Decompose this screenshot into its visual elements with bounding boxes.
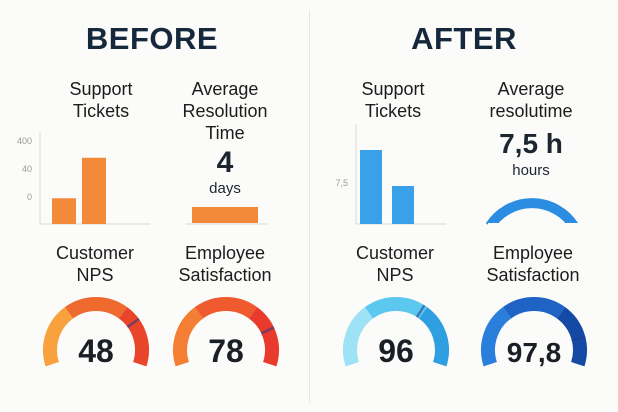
before-employee-gauge: 78	[173, 297, 279, 369]
gauge-value-label: 97,8	[507, 337, 562, 368]
before-nps-gauge: 48	[43, 297, 149, 369]
before-nps-label-line1: Customer	[55, 243, 135, 263]
after-resolution-label-line2: resolutime	[489, 101, 573, 121]
gauge-segment	[418, 307, 449, 367]
before-resolution-label-line2: Resolution	[182, 101, 268, 121]
after-resolution-label: Average resolutime	[456, 78, 606, 122]
before-resolution-bar	[186, 207, 268, 225]
bar	[52, 198, 76, 224]
y-tick-label: 7,5	[335, 178, 348, 188]
after-nps-gauge: 96	[343, 297, 449, 369]
resolution-arc	[485, 198, 579, 229]
before-tickets-label-line1: Support	[69, 79, 133, 99]
before-resolution-label: Average Resolution Time	[150, 78, 300, 144]
before-resolution-value: 4	[216, 146, 234, 179]
gauge-segment	[248, 307, 279, 367]
after-nps-label: Customer NPS	[320, 242, 470, 286]
before-tickets-label-line2: Tickets	[72, 101, 130, 121]
before-employee-label-line1: Employee	[184, 243, 266, 263]
gauge-value-label: 96	[378, 333, 414, 369]
gauge-segment	[173, 307, 204, 367]
gauge-marker	[260, 326, 275, 335]
gauge-marker	[126, 317, 140, 329]
y-tick-label: 40	[22, 164, 32, 174]
bar	[82, 157, 106, 224]
gauge-segment	[556, 307, 587, 367]
after-resolution-value: 7,5 h	[499, 128, 563, 159]
gauge-segment	[343, 307, 374, 367]
before-nps-label: Customer NPS	[20, 242, 170, 286]
center-divider	[309, 10, 310, 402]
gauge-marker	[415, 304, 426, 318]
before-resolution-label-line1: Average	[191, 79, 259, 99]
gauge-segment	[118, 307, 149, 367]
after-title: AFTER	[411, 21, 517, 56]
y-tick-label: 400	[17, 136, 32, 146]
gauge-segment	[502, 297, 566, 319]
before-employee-label: Employee Satisfaction	[150, 242, 300, 286]
before-employee-label-line2: Satisfaction	[178, 265, 272, 285]
after-tickets-bar-chart: 7,5	[335, 124, 446, 225]
after-tickets-label-line2: Tickets	[364, 101, 422, 121]
before-nps-label-line2: NPS	[76, 265, 114, 285]
bar	[392, 186, 414, 224]
before-resolution-label-line3: Time	[205, 123, 245, 143]
after-resolution-label-line1: Average	[497, 79, 565, 99]
after-tickets-label-line1: Support	[361, 79, 425, 99]
after-resolution-unit: hours	[512, 162, 550, 179]
before-title: BEFORE	[85, 21, 219, 56]
gauge-segment	[364, 297, 428, 319]
gauge-marker	[571, 335, 586, 342]
gauge-value-label: 48	[78, 333, 114, 369]
before-tickets-label: Support Tickets	[26, 78, 176, 122]
after-resolution-arc	[485, 198, 579, 229]
gauge-segment	[481, 307, 512, 367]
after-employee-gauge: 97,8	[481, 297, 587, 368]
y-tick-label: 0	[27, 192, 32, 202]
after-nps-label-line2: NPS	[376, 265, 414, 285]
gauge-value-label: 78	[208, 333, 244, 369]
after-employee-label-line1: Employee	[492, 243, 574, 263]
gauge-segment	[43, 307, 74, 367]
after-tickets-label: Support Tickets	[318, 78, 468, 122]
before-resolution-unit: days	[209, 180, 241, 197]
after-employee-label: Employee Satisfaction	[458, 242, 608, 286]
gauge-segment	[64, 297, 128, 319]
resolution-bar	[192, 207, 258, 223]
gauge-segment	[194, 297, 258, 319]
after-nps-label-line1: Customer	[355, 243, 435, 263]
after-employee-label-line2: Satisfaction	[486, 265, 580, 285]
bar	[360, 150, 382, 224]
